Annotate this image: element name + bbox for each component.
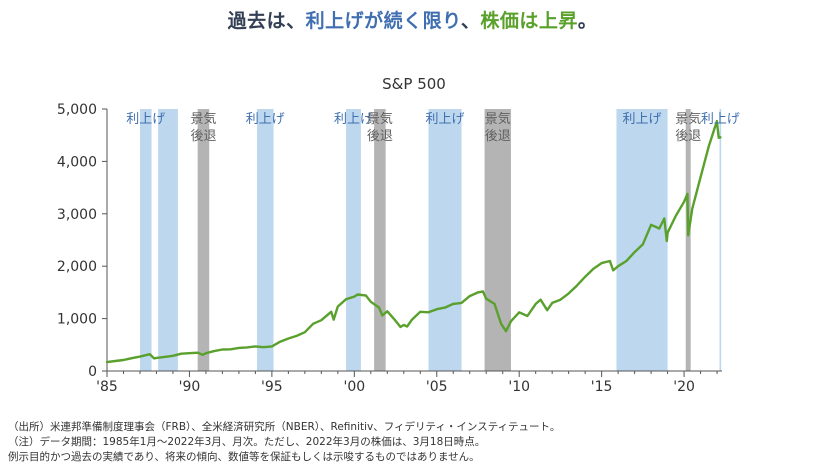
x-tick-label-2: '95	[261, 379, 283, 395]
headline-part-3: 、	[460, 10, 481, 32]
disclaimer-note: 例示目的かつ過去の実績であり、将来の傾向、数値等を保証もしくは示唆するものではあ…	[8, 451, 480, 463]
chart-title: S&P 500	[382, 75, 446, 93]
rate-hike-label-6: 利上げ	[425, 112, 464, 127]
x-tick-label-6: '15	[591, 379, 613, 395]
source-note: （出所）米連邦準備制度理事会（FRB）、全米経済研究所（NBER）、Refini…	[8, 421, 561, 433]
headline: 過去は、利上げが続く限り、株価は上昇。	[0, 6, 825, 33]
headline-part-1: 過去は、	[227, 10, 306, 32]
recession-label-2: 景気後退	[190, 111, 216, 144]
rate-hike-band-10	[719, 109, 722, 371]
x-tick-label-0: '85	[96, 379, 118, 395]
y-tick-label-3: 3,000	[57, 207, 97, 223]
recession-band-7	[484, 109, 511, 371]
recession-band-9	[685, 109, 691, 371]
rate-hike-label-3: 利上げ	[246, 112, 285, 127]
x-tick-label-5: '10	[508, 379, 530, 395]
rate-hike-band-8	[616, 109, 668, 371]
sp500-line	[105, 119, 722, 364]
rate-hike-band-3	[257, 109, 274, 371]
rate-hike-label-4: 利上げ	[334, 112, 373, 127]
x-tick-label-1: '90	[179, 379, 201, 395]
recession-label-9: 景気後退	[675, 111, 701, 144]
y-tick-label-2: 2,000	[57, 259, 97, 275]
recession-band-5	[374, 109, 386, 371]
y-tick-label-0: 0	[88, 364, 97, 380]
headline-part-2: 利上げが続く限り	[305, 10, 461, 32]
headline-part-4: 株価は上昇	[480, 10, 578, 32]
shaded-periods	[139, 109, 722, 371]
x-tick-label-3: '00	[343, 379, 365, 395]
y-tick-label-5: 5,000	[57, 102, 97, 118]
rate-hike-label-0: 利上げ	[126, 112, 165, 127]
y-tick-label-4: 4,000	[57, 154, 97, 170]
recession-label-5: 景気後退	[367, 111, 393, 144]
axes: 0 1,000 2,000 3,000 4,000 5,000 '85 '90 '95 '00 '0…	[57, 102, 722, 395]
data-period-note: （注）データ期間：1985年1月～2022年3月、月次。ただし、2022年3月の…	[8, 436, 486, 448]
rate-hike-band-0	[139, 109, 152, 371]
rate-hike-band-4	[346, 109, 361, 371]
y-tick-label-1: 1,000	[57, 312, 97, 328]
x-tick-label-7: '20	[673, 379, 695, 395]
recession-label-7: 景気後退	[485, 111, 511, 144]
series-layer	[105, 119, 722, 364]
rate-hike-band-1	[158, 109, 178, 371]
rate-hike-band-6	[428, 109, 462, 371]
rate-hike-label-10: 利上げ	[701, 112, 740, 127]
rate-hike-label-8: 利上げ	[623, 112, 662, 127]
recession-band-2	[197, 109, 210, 371]
headline-part-5: 。	[577, 10, 598, 32]
sp500-chart: S&P 500 0 1,000 2,000 3,000 4,000 5,000 '85 '90…	[57, 75, 740, 395]
x-tick-label-4: '05	[426, 379, 448, 395]
